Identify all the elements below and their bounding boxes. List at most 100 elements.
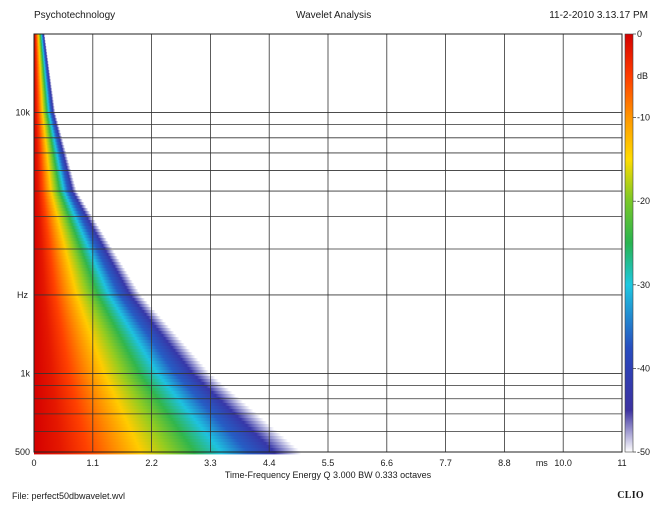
heatmap-band xyxy=(34,130,61,134)
heatmap-band xyxy=(34,424,271,428)
heatmap-band xyxy=(34,358,199,362)
x-tick-label: 7.7 xyxy=(439,458,452,468)
heatmap-band xyxy=(34,238,107,242)
colorbar-tick-label: -20 xyxy=(637,196,650,206)
heatmap-band xyxy=(34,244,111,248)
heatmap-band xyxy=(34,106,55,110)
heatmap-band xyxy=(34,274,129,278)
heatmap-band xyxy=(34,61,49,65)
heatmap-band xyxy=(34,268,126,272)
x-tick-label: 10.0 xyxy=(554,458,572,468)
heatmap-band xyxy=(34,199,83,203)
heatmap-band xyxy=(34,445,295,449)
heatmap-band xyxy=(34,115,57,119)
heatmap-band xyxy=(34,283,135,287)
heatmap-band xyxy=(34,67,50,71)
heatmap-band xyxy=(34,205,87,209)
heatmap-band xyxy=(34,241,109,245)
heatmap-band xyxy=(34,370,209,374)
heatmap-band xyxy=(34,94,54,98)
heatmap-band xyxy=(34,43,47,47)
heatmap-band xyxy=(34,337,180,341)
heatmap-band xyxy=(34,100,54,104)
heatmap-band xyxy=(34,400,243,404)
heatmap-band xyxy=(34,331,175,335)
heatmap-band xyxy=(34,439,288,443)
heatmap-band xyxy=(34,343,185,347)
heatmap-band xyxy=(34,88,53,92)
heatmap-band xyxy=(34,229,102,233)
heatmap-area xyxy=(34,34,302,455)
x-tick-label: 3.3 xyxy=(204,458,217,468)
header-timestamp: 11-2-2010 3.13.17 PM xyxy=(549,10,648,21)
heatmap-band xyxy=(34,448,299,452)
heatmap-band xyxy=(34,271,128,275)
heatmap-band xyxy=(34,127,60,131)
heatmap-band xyxy=(34,415,261,419)
colorbar xyxy=(624,33,634,453)
x-axis-unit-label: ms xyxy=(536,458,548,468)
colorbar-tick-label: -30 xyxy=(637,280,650,290)
x-tick-label: 6.6 xyxy=(381,458,394,468)
heatmap-band xyxy=(34,262,122,266)
heatmap-band xyxy=(34,250,115,254)
heatmap-band xyxy=(34,79,52,83)
heatmap-band xyxy=(34,259,120,263)
colorbar-tick-label: -10 xyxy=(637,113,650,123)
heatmap-band xyxy=(34,112,56,116)
heatmap-band xyxy=(34,298,145,302)
heatmap-band xyxy=(34,346,188,350)
heatmap-band xyxy=(34,256,118,260)
heatmap-band xyxy=(34,109,56,113)
plot-frame xyxy=(33,33,623,453)
heatmap-band xyxy=(34,235,105,239)
heatmap-band xyxy=(34,172,72,176)
plot-grid xyxy=(34,34,622,452)
header-title: Wavelet Analysis xyxy=(296,10,372,21)
x-axis-ticks: 0 1.1 2.2 3.3 4.4 5.5 6.6 7.7 8.8 10.0 11 xyxy=(31,458,626,468)
heatmap-band xyxy=(34,418,264,422)
heatmap-band xyxy=(34,163,70,167)
x-tick-label: 5.5 xyxy=(322,458,335,468)
colorbar-ticks: 0 -10 -20 -30 -40 -50 xyxy=(633,29,650,457)
heatmap-band xyxy=(34,217,94,221)
x-tick-label: 2.2 xyxy=(145,458,158,468)
heatmap-band xyxy=(34,304,151,308)
colorbar-tick-label: -50 xyxy=(637,447,650,457)
heatmap-band xyxy=(34,376,216,380)
heatmap-band xyxy=(34,409,254,413)
heatmap-band xyxy=(34,58,49,62)
heatmap-band xyxy=(34,277,131,281)
x-tick-label: 1.1 xyxy=(87,458,100,468)
heatmap-band xyxy=(34,322,167,326)
heatmap-band xyxy=(34,76,51,80)
heatmap-band xyxy=(34,226,100,230)
heatmap-band xyxy=(34,307,153,311)
heatmap-band xyxy=(34,355,196,359)
heatmap-band xyxy=(34,301,148,305)
heatmap-band xyxy=(34,385,226,389)
heatmap-band xyxy=(34,97,54,101)
heatmap-band xyxy=(34,118,58,122)
heatmap-band xyxy=(34,157,68,161)
chart-caption: Time-Frequency Energy Q 3.000 BW 0.333 o… xyxy=(225,470,432,480)
heatmap-band xyxy=(34,148,66,152)
heatmap-band xyxy=(34,214,92,218)
heatmap-band xyxy=(34,196,81,200)
heatmap-band xyxy=(34,391,233,395)
heatmap-band xyxy=(34,154,68,158)
heatmap-band xyxy=(34,352,193,356)
heatmap-band xyxy=(34,82,52,86)
heatmap-band xyxy=(34,232,103,236)
heatmap-band xyxy=(34,166,71,170)
heatmap-band xyxy=(34,37,46,41)
x-tick-label: 11 xyxy=(617,458,626,468)
heatmap-band xyxy=(34,211,90,215)
heatmap-band xyxy=(34,421,268,425)
heatmap-band xyxy=(34,313,159,317)
heatmap-band xyxy=(34,328,172,332)
x-tick-label: 8.8 xyxy=(498,458,511,468)
heatmap-band xyxy=(34,436,285,440)
heatmap-band xyxy=(34,85,52,89)
heatmap-band xyxy=(34,406,250,410)
